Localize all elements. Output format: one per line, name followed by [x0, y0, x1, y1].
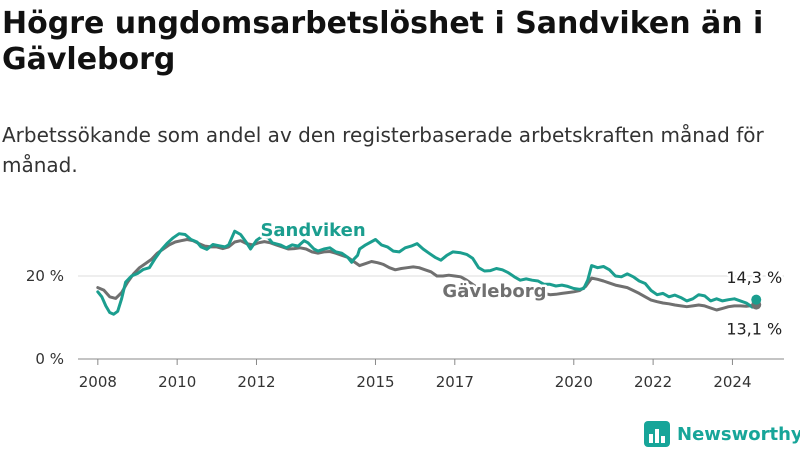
x-tick-label: 2010 — [158, 373, 196, 391]
line-chart: 0 % 20 % 2008 2010 2012 2015 2017 2020 2022 2024… — [26, 218, 785, 391]
logo-text: Newsworthy — [677, 423, 800, 445]
series-end-dot — [751, 294, 762, 305]
series-name-label: Sandviken — [260, 220, 365, 241]
x-tick-label: 2017 — [436, 373, 474, 391]
x-tick-label: 2022 — [634, 373, 672, 391]
end-value-label: 14,3 % — [726, 268, 782, 287]
series-line-sandviken — [96, 229, 758, 316]
x-axis-ticks: 2008 2010 2012 2015 2017 2020 2022 2024 — [79, 359, 752, 391]
y-tick-label: 20 % — [26, 267, 64, 285]
series-line-gavleborg — [96, 238, 758, 312]
series-labels: SandvikenSandvikenGävleborgGävleborg14,3… — [258, 218, 785, 341]
x-tick-label: 2020 — [555, 373, 593, 391]
chart-subtitle: Arbetssökande som andel av den registerb… — [2, 123, 764, 177]
y-tick-label: 0 % — [35, 350, 64, 368]
y-axis-labels: 0 % 20 % — [26, 267, 64, 368]
series-lines — [96, 229, 762, 316]
series-name-label-halo: Sandviken — [260, 220, 365, 241]
end-value-label-halo: 13,1 % — [726, 320, 782, 339]
newsworthy-logo: Newsworthy — [644, 420, 800, 448]
x-tick-label: 2024 — [713, 373, 751, 391]
end-value-label: 13,1 % — [726, 320, 782, 339]
series-name-label: Gävleborg — [442, 281, 546, 302]
end-value-label-halo: 14,3 % — [726, 268, 782, 287]
chart-title: Högre ungdomsarbetslöshet i Sandviken än… — [2, 6, 764, 77]
x-tick-label: 2008 — [79, 373, 117, 391]
series-name-label-halo: Gävleborg — [442, 281, 546, 302]
x-tick-label: 2012 — [237, 373, 275, 391]
x-tick-label: 2015 — [356, 373, 394, 391]
bar-chart-icon — [644, 421, 670, 447]
